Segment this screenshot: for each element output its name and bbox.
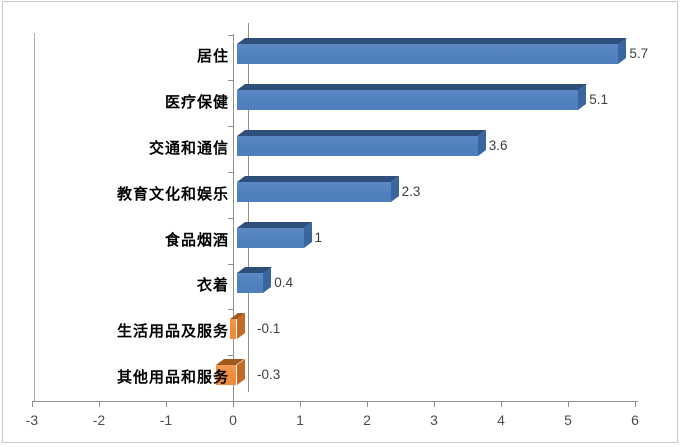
- bar: [236, 181, 391, 202]
- value-tick: [166, 401, 167, 407]
- left-wall-line: [34, 33, 35, 401]
- category-label: 衣着: [196, 277, 229, 295]
- x-tick-label: -1: [159, 412, 173, 428]
- category-label: 居住: [196, 48, 229, 66]
- x-tick-label: 2: [363, 412, 371, 428]
- bar: [236, 227, 304, 248]
- x-tick-label: 1: [296, 412, 304, 428]
- bar: [236, 90, 579, 111]
- category-label: 医疗保健: [164, 94, 229, 112]
- category-tick: [228, 171, 233, 173]
- value-tick: [434, 401, 435, 407]
- data-label: -0.1: [257, 321, 281, 337]
- value-tick: [32, 401, 33, 407]
- category-tick: [228, 80, 233, 82]
- value-tick: [300, 401, 301, 407]
- data-label: 1: [314, 229, 323, 245]
- category-axis-line: [233, 34, 234, 401]
- category-label: 交通和通信: [148, 140, 229, 158]
- x-tick-label: 4: [497, 412, 505, 428]
- data-label: 2.3: [401, 183, 421, 199]
- bar: [216, 365, 237, 386]
- value-tick: [501, 401, 502, 407]
- data-label: 5.1: [589, 92, 608, 108]
- category-label: 教育文化和娱乐: [116, 185, 229, 203]
- category-tick: [228, 309, 233, 311]
- data-label: 3.6: [488, 138, 508, 154]
- category-tick: [228, 217, 233, 219]
- bar: [229, 319, 237, 340]
- category-tick: [228, 355, 233, 357]
- category-label: 生活用品及服务: [116, 323, 229, 341]
- value-axis-line: [32, 401, 638, 402]
- value-tick: [635, 401, 636, 407]
- x-tick-label: 5: [564, 412, 572, 428]
- value-tick: [568, 401, 569, 407]
- value-tick: [367, 401, 368, 407]
- data-label: 5.7: [629, 46, 649, 62]
- category-tick: [228, 126, 233, 128]
- category-label: 食品烟酒: [164, 231, 229, 249]
- category-tick: [228, 263, 233, 265]
- x-tick-label: -3: [25, 412, 39, 428]
- data-label: -0.3: [257, 367, 281, 383]
- category-label: 其他用品和服务: [116, 369, 229, 387]
- value-tick: [233, 401, 234, 407]
- zero-gridline: [248, 23, 249, 392]
- category-tick: [228, 34, 233, 36]
- x-tick-label: 3: [430, 412, 438, 428]
- value-tick: [99, 401, 100, 407]
- x-tick-label: 0: [229, 412, 237, 428]
- data-label: 0.4: [274, 275, 294, 291]
- x-tick-label: -2: [92, 412, 106, 428]
- bar: [236, 44, 619, 65]
- bar: [236, 273, 264, 294]
- bar: [236, 136, 478, 157]
- x-tick-label: 6: [631, 412, 639, 428]
